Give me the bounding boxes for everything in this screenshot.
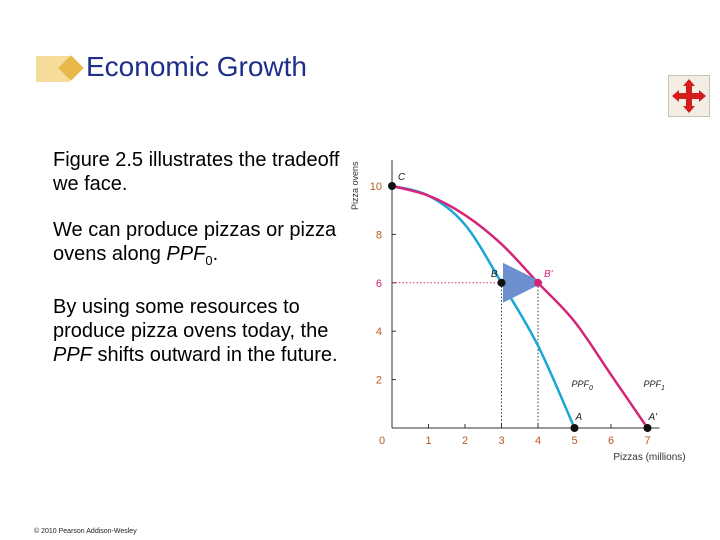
title-bar: Economic Growth (36, 50, 366, 86)
y-tick-label-6: 6 (376, 278, 382, 290)
curve-label-ppf1: PPF1 (644, 379, 666, 392)
point-a (570, 424, 579, 432)
y-tick-label-4: 4 (376, 326, 382, 338)
paragraph-1: Figure 2.5 illustrates the tradeoff we f… (53, 149, 340, 195)
point-b (497, 278, 506, 287)
point-a-prime (643, 424, 652, 432)
ppf-term: PPF (166, 243, 206, 265)
paragraph-2-end: . (212, 243, 219, 265)
paragraph-2: We can produce pizzas or pizza ovens alo… (53, 218, 353, 273)
y-tick-label-8: 8 (376, 229, 382, 241)
curve-label-ppf0: PPF0 (572, 379, 594, 392)
y-tick-label-10: 10 (370, 181, 382, 193)
y-tick-label-2: 2 (376, 375, 382, 387)
curve-ppf1 (391, 184, 649, 429)
paragraph-3-text-b: shifts outward in the future. (91, 344, 338, 366)
ppf-subscript: 0 (205, 253, 213, 268)
paragraph-2-text: We can produce pizzas or pizza ovens alo… (53, 219, 337, 265)
point-c (388, 182, 396, 190)
x-tick-label-4: 4 (535, 435, 541, 447)
ppf-chart: 0 1 2 3 4 5 6 7 2 4 6 8 10 Pizza ovens Pizzas (million… (350, 160, 686, 463)
point-label-a-prime: A' (648, 412, 659, 423)
move-arrows-icon[interactable] (668, 75, 710, 117)
x-tick-label-0: 0 (379, 435, 385, 447)
x-tick-label-3: 3 (498, 435, 504, 447)
x-axis-label: Pizzas (millions) (613, 452, 685, 463)
slide-body: Figure 2.5 illustrates the tradeoff we f… (53, 148, 353, 389)
point-label-c: C (398, 172, 406, 183)
y-axis-label: Pizza ovens (350, 161, 360, 210)
x-tick-label-6: 6 (608, 435, 614, 447)
point-b-prime (534, 278, 542, 287)
point-label-b: B (491, 269, 498, 280)
copyright-footer: © 2010 Pearson Addison-Wesley (34, 528, 137, 535)
point-label-a: A (575, 412, 583, 423)
x-tick-label-7: 7 (644, 435, 650, 447)
paragraph-3-text-a: By using some resources to produce pizza… (53, 296, 329, 342)
point-label-b-prime: B' (544, 269, 554, 280)
paragraph-3: By using some resources to produce pizza… (53, 295, 353, 367)
page-title: Economic Growth (86, 51, 307, 82)
ppf-term-2: PPF (53, 344, 92, 366)
x-tick-label-2: 2 (462, 435, 468, 447)
curve-ppf0 (391, 184, 576, 429)
x-tick-label-1: 1 (425, 435, 431, 447)
x-tick-label-5: 5 (571, 435, 577, 447)
